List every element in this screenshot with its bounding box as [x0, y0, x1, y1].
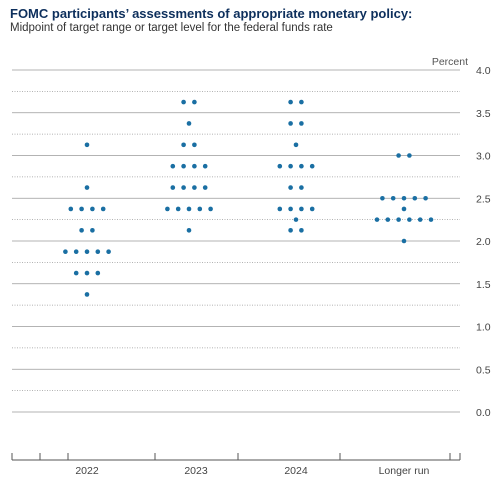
participant-dot	[401, 195, 407, 201]
participant-dot	[192, 99, 197, 105]
dots-layer	[63, 99, 434, 297]
participant-dot	[288, 163, 293, 169]
participant-dot	[170, 163, 176, 169]
participant-dot	[309, 163, 315, 169]
participant-dot	[299, 185, 304, 190]
y-tick-label: 3.5	[476, 108, 491, 120]
x-category-label: Longer run	[379, 465, 430, 477]
y-tick-label: 1.0	[476, 322, 491, 334]
participant-dot	[293, 217, 299, 222]
participant-dot	[299, 163, 304, 169]
participant-dot	[181, 185, 186, 190]
participant-dot	[84, 142, 90, 148]
participant-dot	[175, 206, 181, 212]
participant-dot	[106, 249, 111, 254]
participant-dot	[192, 163, 197, 169]
participant-dot	[181, 142, 186, 148]
y-tick-label: 1.5	[476, 279, 491, 291]
participant-dot	[299, 206, 304, 212]
participant-dot	[73, 270, 79, 276]
participant-dot	[407, 153, 412, 158]
participant-dot	[288, 228, 293, 233]
grid-lines	[12, 69, 460, 413]
participant-dot	[181, 163, 186, 169]
participant-dot	[63, 249, 68, 254]
participant-dot	[202, 163, 208, 169]
participant-dot	[380, 195, 385, 201]
x-category-label: 2023	[184, 465, 208, 477]
x-axis: 2022 2023 2024 Longer run	[11, 453, 461, 477]
participant-dot	[288, 206, 293, 212]
y-tick-label: 3.0	[476, 151, 491, 163]
participant-dot	[84, 292, 90, 297]
participant-dot	[407, 217, 412, 222]
participant-dot	[412, 195, 418, 201]
participant-dot	[170, 185, 176, 190]
participant-dot	[192, 185, 197, 190]
y-tick-label: 2.5	[476, 193, 491, 205]
participant-dot	[95, 270, 101, 276]
participant-dot	[181, 99, 186, 105]
participant-dot	[396, 217, 401, 222]
participant-dot	[84, 185, 90, 190]
participant-dot	[84, 249, 90, 254]
chart-subtitle: Midpoint of target range or target level…	[10, 22, 333, 34]
participant-dot	[79, 228, 84, 233]
participant-dot	[423, 195, 428, 201]
participant-dot	[277, 163, 283, 169]
participant-dot	[299, 121, 304, 126]
participant-dot	[288, 121, 293, 126]
y-axis-unit-label: Percent	[432, 56, 468, 68]
participant-dot	[90, 206, 95, 212]
participant-dot	[277, 206, 283, 212]
participant-dot	[192, 142, 197, 148]
participant-dot	[197, 206, 203, 212]
participant-dot	[73, 249, 79, 254]
chart-title: FOMC participants’ assessments of approp…	[10, 6, 413, 21]
participant-dot	[288, 99, 293, 105]
y-tick-label: 2.0	[476, 236, 491, 248]
participant-dot	[309, 206, 315, 212]
y-tick-label: 0.5	[476, 364, 491, 376]
x-category-label: 2022	[75, 465, 99, 477]
participant-dot	[299, 99, 304, 105]
participant-dot	[186, 121, 192, 126]
participant-dot	[90, 228, 95, 233]
participant-dot	[417, 217, 423, 222]
participant-dot	[390, 195, 396, 201]
participant-dot	[288, 185, 293, 190]
participant-dot	[186, 206, 192, 212]
participant-dot	[293, 142, 299, 148]
y-tick-label: 0.0	[476, 407, 491, 419]
participant-dot	[68, 206, 74, 212]
participant-dot	[100, 206, 106, 212]
participant-dot	[186, 228, 192, 233]
y-axis-tick-labels: 4.0 3.5 3.0 2.5 2.0 1.5 1.0 0.5 0.0	[476, 65, 491, 419]
participant-dot	[208, 206, 213, 212]
participant-dot	[165, 206, 170, 212]
participant-dot	[401, 206, 407, 212]
y-tick-label: 4.0	[476, 65, 491, 77]
participant-dot	[84, 270, 90, 276]
participant-dot	[374, 217, 380, 222]
participant-dot	[401, 238, 407, 244]
participant-dot	[95, 249, 101, 254]
participant-dot	[202, 185, 208, 190]
participant-dot	[428, 217, 434, 222]
x-category-label: 2024	[284, 465, 308, 477]
participant-dot	[385, 217, 391, 222]
participant-dot	[299, 228, 304, 233]
participant-dot	[79, 206, 84, 212]
participant-dot	[396, 153, 401, 158]
